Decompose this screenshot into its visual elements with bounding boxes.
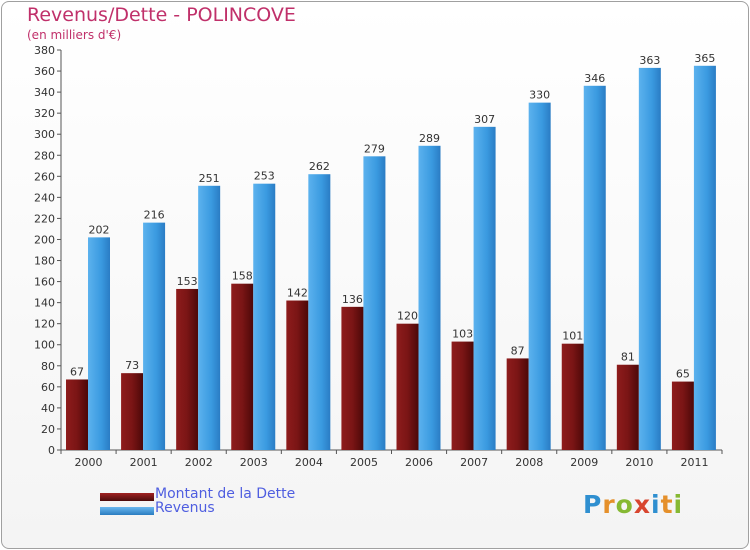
x-tick-label: 2008 [515,456,543,469]
data-label-revenus: 262 [309,160,330,173]
bar-revenus [638,67,661,450]
data-label-revenus: 251 [199,172,220,185]
bar-revenus [418,145,441,450]
bar-revenus [88,237,110,450]
data-label-revenus: 202 [89,223,110,236]
bar-dette [671,381,694,450]
legend-label-dette: Montant de la Dette [155,486,296,502]
data-label-revenus: 253 [254,170,275,183]
data-label-dette: 65 [676,368,690,381]
y-tick-label: 180 [34,255,55,268]
bar-dette [451,341,474,450]
bar-revenus [528,102,551,450]
y-tick-label: 280 [34,149,55,162]
y-tick-label: 20 [41,423,55,436]
bar-dette [286,300,309,450]
bar-revenus [363,156,386,450]
y-tick-label: 260 [34,170,55,183]
y-tick-label: 320 [34,107,55,120]
y-tick-label: 340 [34,86,55,99]
x-tick-label: 2007 [460,456,488,469]
data-label-dette: 101 [562,330,583,343]
x-tick-label: 2001 [130,456,158,469]
data-label-dette: 158 [232,270,253,283]
y-tick-label: 60 [41,381,55,394]
data-label-revenus: 346 [584,72,605,85]
data-label-dette: 120 [397,310,418,323]
x-tick-label: 2011 [680,456,708,469]
bar-revenus [198,185,221,450]
data-label-dette: 73 [125,359,139,372]
x-tick-label: 2005 [350,456,378,469]
y-tick-label: 300 [34,128,55,141]
x-tick-label: 2002 [185,456,213,469]
chart-title: Revenus/Dette - POLINCOVE [27,4,296,26]
data-label-dette: 136 [342,293,363,306]
bar-dette [66,379,88,450]
chart-subtitle: (en milliers d'€) [27,28,122,42]
bar-dette [231,283,254,450]
data-label-revenus: 365 [694,52,715,65]
x-tick-label: 2009 [570,456,598,469]
x-tick-label: 2000 [75,456,103,469]
y-tick-label: 160 [34,276,55,289]
y-tick-label: 100 [34,339,55,352]
bar-revenus [583,85,606,450]
x-tick-label: 2006 [405,456,433,469]
legend-label-revenus: Revenus [155,500,215,516]
bar-dette [561,343,584,450]
x-tick-label: 2003 [240,456,268,469]
y-tick-label: 200 [34,233,55,246]
bar-revenus [308,174,331,451]
bar-dette [616,364,639,450]
bar-dette [176,288,199,450]
bar-revenus [143,222,166,450]
bar-dette [396,323,419,450]
y-tick-label: 140 [34,297,55,310]
data-label-dette: 67 [70,365,84,378]
bar-dette [121,373,144,450]
x-tick-label: 2004 [295,456,323,469]
data-label-dette: 87 [511,344,525,357]
y-tick-label: 120 [34,318,55,331]
legend-swatch-dette [100,493,154,501]
y-tick-label: 0 [48,444,55,457]
data-label-dette: 142 [287,287,308,300]
y-tick-label: 40 [41,402,55,415]
x-tick-label: 2010 [625,456,653,469]
data-label-revenus: 216 [144,209,165,222]
proxiti-logo: Proxiti [583,490,684,519]
bar-dette [506,358,529,450]
y-tick-label: 80 [41,360,55,373]
data-label-revenus: 363 [639,54,660,67]
y-tick-label: 220 [34,212,55,225]
bar-revenus [253,183,276,450]
bar-revenus [693,65,716,450]
data-label-revenus: 289 [419,132,440,145]
bar-dette [341,306,364,450]
bar-revenus [473,126,496,450]
data-label-revenus: 307 [474,113,495,126]
data-label-revenus: 279 [364,142,385,155]
data-label-dette: 153 [177,275,198,288]
data-label-revenus: 330 [529,89,550,102]
y-tick-label: 360 [34,65,55,78]
y-tick-label: 240 [34,191,55,204]
y-tick-label: 380 [34,44,55,57]
data-label-dette: 103 [452,328,473,341]
data-label-dette: 81 [621,351,635,364]
legend-swatch-revenus [100,507,154,515]
